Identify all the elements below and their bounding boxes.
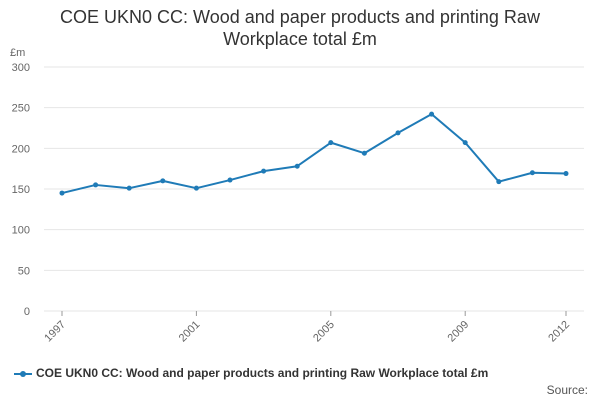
x-axis-ticks: 1997 2001 2005 2009 2012	[42, 311, 572, 344]
y-tick-label: 50	[18, 265, 30, 277]
data-point[interactable]	[361, 150, 367, 156]
data-point[interactable]	[529, 170, 535, 176]
legend-line-marker-icon	[14, 369, 32, 379]
data-point[interactable]	[563, 171, 569, 177]
grid-lines	[44, 66, 584, 312]
data-point[interactable]	[126, 185, 132, 191]
source-label: Source:	[546, 383, 588, 397]
data-point[interactable]	[160, 178, 166, 184]
y-tick-label: 200	[12, 143, 30, 155]
x-tick-label: 1997	[42, 319, 68, 345]
y-tick-label: 150	[12, 184, 30, 196]
chart-title-line-2: Workplace total £m	[223, 29, 377, 49]
data-point[interactable]	[395, 130, 401, 136]
chart-title-line-1: COE UKN0 CC: Wood and paper products and…	[60, 7, 540, 27]
data-point[interactable]	[462, 140, 468, 146]
series-group	[59, 111, 569, 196]
data-point[interactable]	[93, 182, 99, 188]
data-point[interactable]	[496, 179, 502, 185]
x-tick-label: 2012	[546, 319, 572, 345]
data-point[interactable]	[429, 111, 435, 117]
chart-title: COE UKN0 CC: Wood and paper products and…	[0, 6, 600, 50]
data-point[interactable]	[294, 163, 300, 169]
data-point[interactable]	[261, 168, 267, 174]
x-tick-label: 2005	[311, 319, 337, 345]
data-point[interactable]	[328, 140, 334, 146]
y-tick-label: 300	[12, 62, 30, 74]
y-tick-label: 100	[12, 225, 30, 237]
x-tick-label: 2001	[177, 319, 203, 345]
data-point[interactable]	[227, 177, 233, 183]
y-tick-label: 0	[24, 306, 30, 318]
data-point[interactable]	[59, 190, 65, 196]
series-line	[61, 113, 567, 195]
y-tick-label: 250	[12, 103, 30, 115]
chart-legend[interactable]: COE UKN0 CC: Wood and paper products and…	[14, 366, 488, 380]
y-axis-ticks: 0 50 100 150 200 250 300	[12, 62, 30, 318]
legend-series-label: COE UKN0 CC: Wood and paper products and…	[36, 366, 489, 380]
data-point[interactable]	[193, 185, 199, 191]
x-tick-label: 2009	[446, 319, 472, 345]
y-axis-unit-label: £m	[10, 47, 25, 59]
